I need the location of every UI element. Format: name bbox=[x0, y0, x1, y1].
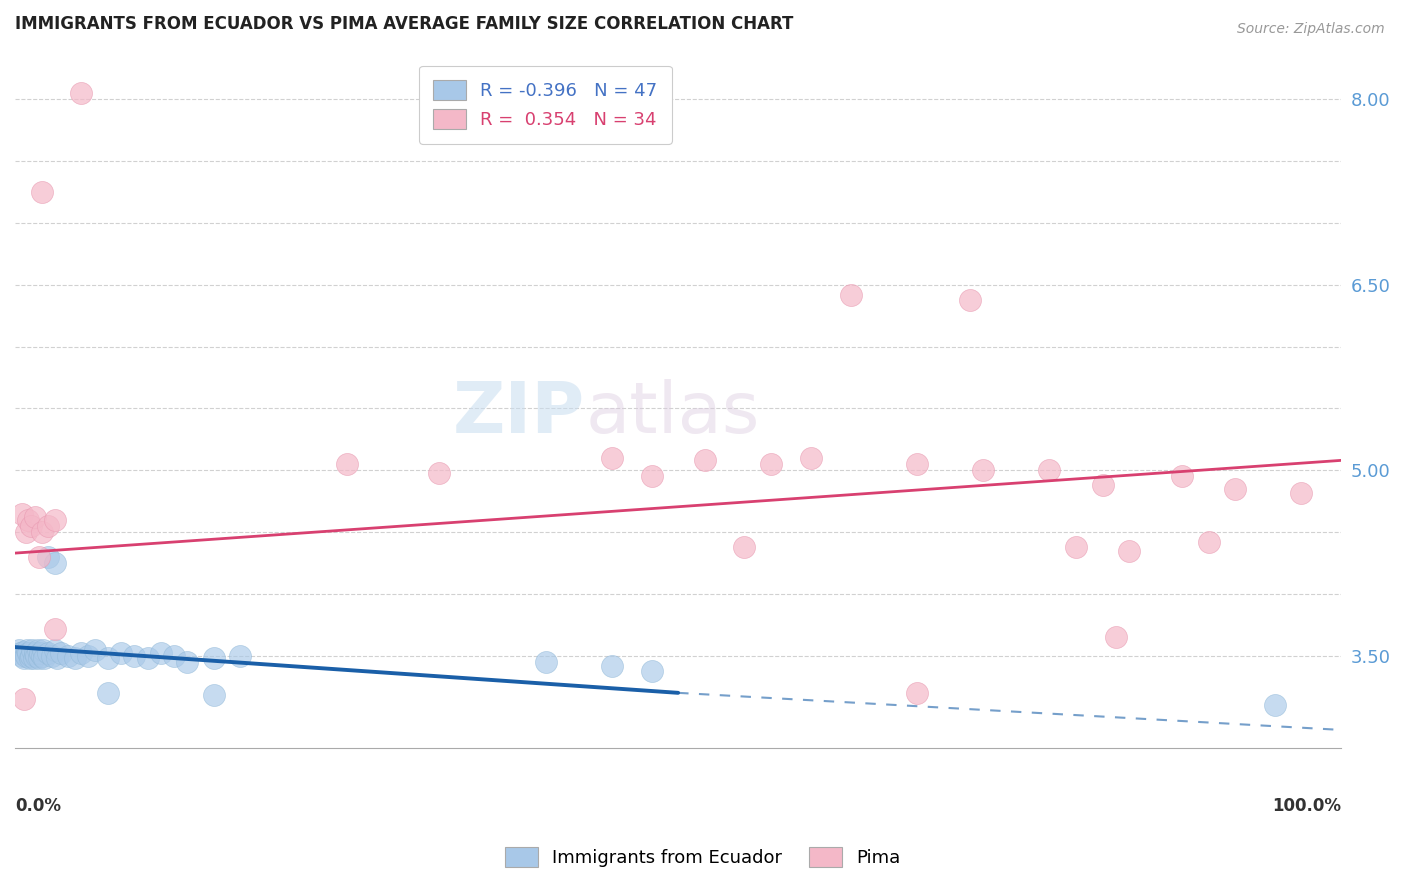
Point bbox=[905, 457, 928, 471]
Legend: R = -0.396   N = 47, R =  0.354   N = 34: R = -0.396 N = 47, R = 0.354 N = 34 bbox=[419, 66, 672, 144]
Point bbox=[24, 646, 46, 660]
Point bbox=[44, 642, 66, 657]
Point bbox=[8, 646, 31, 660]
Point bbox=[14, 648, 37, 663]
Legend: Immigrants from Ecuador, Pima: Immigrants from Ecuador, Pima bbox=[498, 839, 908, 874]
Point bbox=[24, 510, 46, 524]
Point bbox=[1225, 482, 1247, 496]
Point bbox=[229, 648, 252, 663]
Point bbox=[1291, 485, 1313, 500]
Point bbox=[693, 453, 716, 467]
Point bbox=[27, 642, 49, 657]
Point bbox=[959, 293, 981, 307]
Point bbox=[10, 507, 32, 521]
Point bbox=[1064, 540, 1087, 554]
Point bbox=[1105, 630, 1128, 644]
Point bbox=[14, 525, 37, 540]
Point bbox=[534, 655, 557, 669]
Point bbox=[31, 648, 53, 663]
Text: atlas: atlas bbox=[585, 378, 759, 448]
Point bbox=[77, 648, 100, 663]
Text: Source: ZipAtlas.com: Source: ZipAtlas.com bbox=[1237, 22, 1385, 37]
Point bbox=[97, 651, 120, 665]
Point bbox=[15, 642, 38, 657]
Point bbox=[1038, 463, 1060, 477]
Point bbox=[839, 287, 862, 301]
Point bbox=[1198, 535, 1220, 549]
Point bbox=[176, 655, 198, 669]
Point bbox=[18, 651, 41, 665]
Point bbox=[30, 646, 52, 660]
Point bbox=[51, 646, 73, 660]
Text: 100.0%: 100.0% bbox=[1272, 797, 1341, 815]
Point bbox=[20, 648, 42, 663]
Point bbox=[28, 651, 51, 665]
Point bbox=[28, 549, 51, 564]
Point bbox=[733, 540, 755, 554]
Point bbox=[1171, 469, 1194, 483]
Point bbox=[335, 457, 357, 471]
Point bbox=[202, 688, 225, 702]
Point bbox=[124, 648, 146, 663]
Point bbox=[1118, 543, 1140, 558]
Point bbox=[70, 86, 93, 100]
Point bbox=[202, 651, 225, 665]
Point bbox=[163, 648, 186, 663]
Point bbox=[1264, 698, 1286, 713]
Text: IMMIGRANTS FROM ECUADOR VS PIMA AVERAGE FAMILY SIZE CORRELATION CHART: IMMIGRANTS FROM ECUADOR VS PIMA AVERAGE … bbox=[15, 15, 793, 33]
Point bbox=[46, 651, 69, 665]
Point bbox=[22, 651, 45, 665]
Point bbox=[63, 651, 86, 665]
Point bbox=[31, 185, 53, 199]
Point bbox=[13, 651, 35, 665]
Point bbox=[972, 463, 994, 477]
Point bbox=[56, 648, 79, 663]
Point bbox=[41, 648, 63, 663]
Point bbox=[1091, 478, 1114, 492]
Point bbox=[97, 686, 120, 700]
Point bbox=[44, 622, 66, 636]
Point bbox=[905, 686, 928, 700]
Point bbox=[759, 457, 782, 471]
Point bbox=[70, 646, 93, 660]
Point bbox=[21, 642, 44, 657]
Point bbox=[7, 642, 30, 657]
Point bbox=[31, 642, 53, 657]
Point bbox=[10, 648, 32, 663]
Point bbox=[149, 646, 172, 660]
Point bbox=[37, 646, 59, 660]
Point bbox=[600, 658, 623, 673]
Point bbox=[83, 642, 105, 657]
Point bbox=[37, 519, 59, 533]
Text: 0.0%: 0.0% bbox=[15, 797, 60, 815]
Text: ZIP: ZIP bbox=[453, 378, 585, 448]
Point bbox=[37, 549, 59, 564]
Point bbox=[31, 525, 53, 540]
Point bbox=[136, 651, 159, 665]
Point bbox=[17, 513, 39, 527]
Point bbox=[11, 645, 34, 659]
Point bbox=[600, 450, 623, 465]
Point bbox=[25, 648, 48, 663]
Point bbox=[32, 651, 55, 665]
Point bbox=[20, 519, 42, 533]
Point bbox=[44, 513, 66, 527]
Point bbox=[44, 556, 66, 570]
Point bbox=[640, 664, 662, 678]
Point bbox=[13, 692, 35, 706]
Point bbox=[17, 646, 39, 660]
Point bbox=[429, 466, 451, 480]
Point bbox=[800, 450, 823, 465]
Point bbox=[640, 469, 662, 483]
Point bbox=[110, 646, 132, 660]
